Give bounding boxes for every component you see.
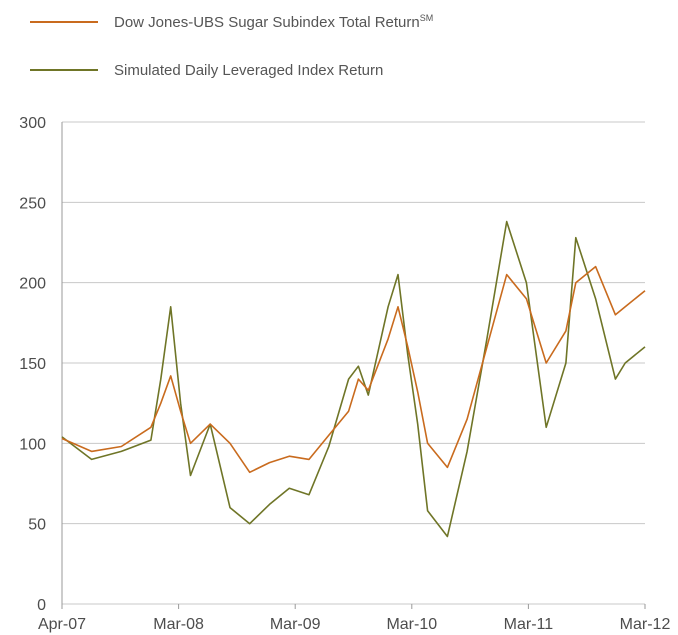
y-tick-label-0: 0: [37, 597, 46, 614]
y-tick-label-250: 250: [19, 195, 46, 212]
series-line-leveraged-index: [61, 220, 646, 538]
legend-label-sugar-index: Dow Jones-UBS Sugar Subindex Total Retur…: [114, 13, 434, 31]
legend-item-sugar-index: Dow Jones-UBS Sugar Subindex Total Retur…: [30, 12, 433, 32]
y-tick-label-150: 150: [19, 356, 46, 373]
legend-swatch-sugar-index: [30, 21, 98, 23]
legend-label-leveraged-index: Simulated Daily Leveraged Index Return: [114, 61, 384, 79]
series-line-sugar-index: [61, 265, 646, 474]
y-tick-label-50: 50: [28, 517, 46, 534]
legend: Dow Jones-UBS Sugar Subindex Total Retur…: [0, 0, 678, 100]
legend-item-leveraged-index: Simulated Daily Leveraged Index Return: [30, 60, 383, 80]
y-tick-label-100: 100: [19, 436, 46, 453]
legend-swatch-leveraged-index: [30, 69, 98, 71]
y-tick-label-200: 200: [19, 276, 46, 293]
x-tick-label-apr-07: Apr-07: [38, 616, 86, 633]
y-tick-label-300: 300: [19, 115, 46, 132]
x-tick-label-mar-10: Mar-10: [386, 616, 437, 633]
x-tick-label-mar-09: Mar-09: [270, 616, 321, 633]
x-tick-label-mar-12: Mar-12: [620, 616, 671, 633]
x-tick-label-mar-08: Mar-08: [153, 616, 204, 633]
x-tick-label-mar-11: Mar-11: [504, 616, 554, 633]
